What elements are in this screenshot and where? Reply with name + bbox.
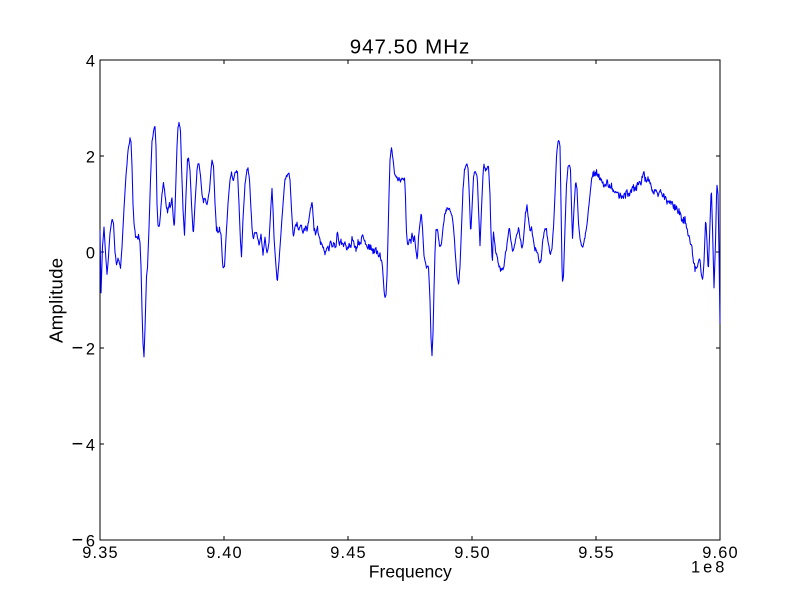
svg-text:0: 0: [86, 244, 95, 262]
svg-text:4: 4: [86, 52, 95, 70]
svg-text:9.45: 9.45: [330, 544, 367, 562]
svg-text:947.50 MHz: 947.50 MHz: [350, 36, 471, 59]
svg-text:4: 4: [86, 436, 95, 454]
svg-text:9.55: 9.55: [578, 544, 615, 562]
svg-text:Amplitude: Amplitude: [46, 258, 67, 343]
svg-text:9.35: 9.35: [82, 544, 119, 562]
svg-text:6: 6: [86, 532, 95, 550]
svg-text:2: 2: [86, 340, 95, 358]
svg-text:9.50: 9.50: [454, 544, 491, 562]
svg-text:1e8: 1e8: [691, 558, 727, 576]
svg-text:9.40: 9.40: [206, 544, 243, 562]
svg-text:2: 2: [86, 148, 95, 166]
svg-text:Frequency: Frequency: [369, 562, 452, 582]
svg-text:9.60: 9.60: [702, 544, 739, 562]
